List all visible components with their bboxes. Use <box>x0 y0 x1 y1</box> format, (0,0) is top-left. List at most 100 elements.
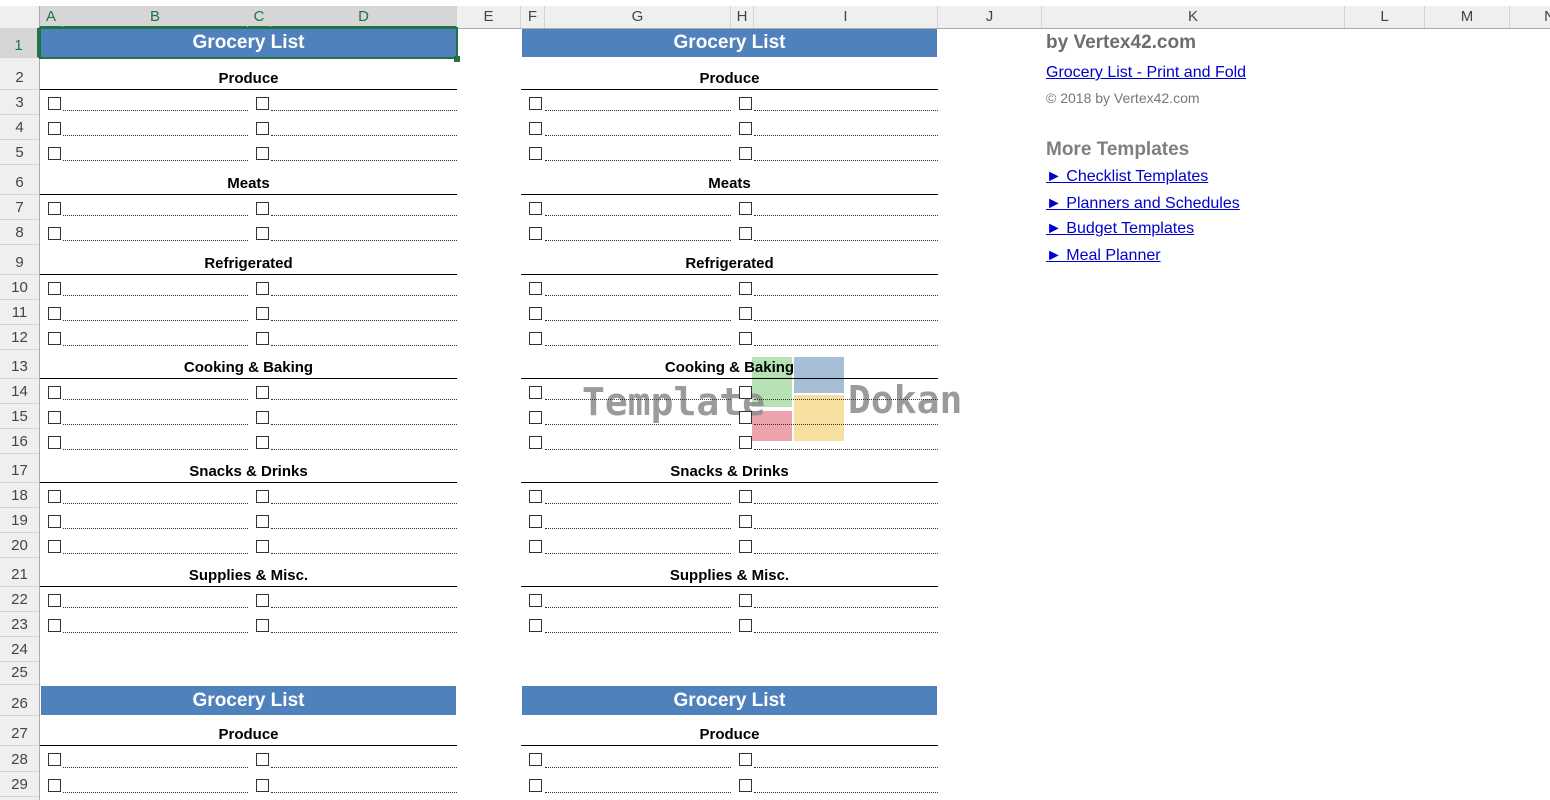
column-header-M[interactable]: M <box>1425 6 1510 28</box>
checkbox[interactable] <box>256 281 269 295</box>
checkbox[interactable] <box>529 306 542 320</box>
checkbox[interactable] <box>256 435 269 449</box>
checkbox[interactable] <box>256 593 269 607</box>
item-entry-line[interactable] <box>754 135 938 136</box>
item-entry-line[interactable] <box>271 792 457 793</box>
column-header-F[interactable]: F <box>521 6 545 28</box>
column-header-C[interactable]: C <box>248 6 271 28</box>
checkbox[interactable] <box>739 121 752 135</box>
item-entry-line[interactable] <box>545 632 731 633</box>
item-entry-line[interactable] <box>63 503 248 504</box>
item-entry-line[interactable] <box>63 240 248 241</box>
checkbox[interactable] <box>529 514 542 528</box>
item-entry-line[interactable] <box>545 607 731 608</box>
checkbox[interactable] <box>48 96 61 110</box>
column-header-E[interactable]: E <box>457 6 521 28</box>
item-entry-line[interactable] <box>63 110 248 111</box>
item-entry-line[interactable] <box>545 424 731 425</box>
checkbox[interactable] <box>739 385 752 399</box>
item-entry-line[interactable] <box>271 449 457 450</box>
column-header-J[interactable]: J <box>938 6 1042 28</box>
checkbox[interactable] <box>256 489 269 503</box>
row-header-11[interactable]: 11 <box>0 300 39 325</box>
row-header-21[interactable]: 21 <box>0 558 39 587</box>
item-entry-line[interactable] <box>63 399 248 400</box>
checkbox[interactable] <box>256 753 269 766</box>
item-entry-line[interactable] <box>754 345 938 346</box>
item-entry-line[interactable] <box>63 449 248 450</box>
checkbox[interactable] <box>529 593 542 607</box>
checkbox[interactable] <box>529 435 542 449</box>
checkbox[interactable] <box>256 201 269 215</box>
checkbox[interactable] <box>256 96 269 110</box>
checkbox[interactable] <box>256 121 269 135</box>
checkbox[interactable] <box>739 593 752 607</box>
item-entry-line[interactable] <box>545 160 731 161</box>
item-entry-line[interactable] <box>754 110 938 111</box>
checkbox[interactable] <box>529 489 542 503</box>
item-entry-line[interactable] <box>63 320 248 321</box>
item-entry-line[interactable] <box>754 424 938 425</box>
row-header-26[interactable]: 26 <box>0 685 39 716</box>
row-header-2[interactable]: 2 <box>0 58 39 90</box>
checkbox[interactable] <box>739 281 752 295</box>
item-entry-line[interactable] <box>271 503 457 504</box>
row-header-5[interactable]: 5 <box>0 140 39 165</box>
checkbox[interactable] <box>256 410 269 424</box>
column-header-H[interactable]: H <box>731 6 754 28</box>
item-entry-line[interactable] <box>271 320 457 321</box>
item-entry-line[interactable] <box>545 320 731 321</box>
column-header-D[interactable]: D <box>271 6 457 28</box>
column-header-L[interactable]: L <box>1345 6 1425 28</box>
item-entry-line[interactable] <box>545 449 731 450</box>
checkbox[interactable] <box>529 410 542 424</box>
checkbox[interactable] <box>739 618 752 632</box>
item-entry-line[interactable] <box>545 767 731 768</box>
checkbox[interactable] <box>739 226 752 240</box>
template-link-4[interactable]: ► Meal Planner <box>1046 247 1161 265</box>
item-entry-line[interactable] <box>271 424 457 425</box>
row-header-27[interactable]: 27 <box>0 716 39 746</box>
checkbox[interactable] <box>48 410 61 424</box>
row-header-10[interactable]: 10 <box>0 275 39 300</box>
row-header-7[interactable]: 7 <box>0 195 39 220</box>
row-header-14[interactable]: 14 <box>0 379 39 404</box>
row-header-15[interactable]: 15 <box>0 404 39 429</box>
checkbox[interactable] <box>529 331 542 345</box>
checkbox[interactable] <box>256 778 269 792</box>
checkbox[interactable] <box>739 201 752 215</box>
checkbox[interactable] <box>48 385 61 399</box>
row-header-13[interactable]: 13 <box>0 350 39 379</box>
item-entry-line[interactable] <box>754 632 938 633</box>
item-entry-line[interactable] <box>63 345 248 346</box>
item-entry-line[interactable] <box>271 295 457 296</box>
row-header-8[interactable]: 8 <box>0 220 39 245</box>
checkbox[interactable] <box>48 539 61 553</box>
row-header-17[interactable]: 17 <box>0 454 39 483</box>
checkbox[interactable] <box>256 514 269 528</box>
checkbox[interactable] <box>739 306 752 320</box>
item-entry-line[interactable] <box>754 607 938 608</box>
item-entry-line[interactable] <box>754 160 938 161</box>
checkbox[interactable] <box>739 96 752 110</box>
item-entry-line[interactable] <box>754 528 938 529</box>
checkbox[interactable] <box>48 593 61 607</box>
select-all-corner[interactable] <box>0 6 40 28</box>
checkbox[interactable] <box>48 201 61 215</box>
row-header-6[interactable]: 6 <box>0 165 39 195</box>
checkbox[interactable] <box>739 539 752 553</box>
item-entry-line[interactable] <box>754 320 938 321</box>
checkbox[interactable] <box>48 121 61 135</box>
item-entry-line[interactable] <box>545 399 731 400</box>
item-entry-line[interactable] <box>63 607 248 608</box>
checkbox[interactable] <box>48 489 61 503</box>
template-link-2[interactable]: ► Planners and Schedules <box>1046 195 1240 213</box>
checkbox[interactable] <box>739 489 752 503</box>
checkbox[interactable] <box>256 306 269 320</box>
item-entry-line[interactable] <box>63 424 248 425</box>
row-header-24[interactable]: 24 <box>0 637 39 662</box>
item-entry-line[interactable] <box>63 553 248 554</box>
column-header-K[interactable]: K <box>1042 6 1345 28</box>
item-entry-line[interactable] <box>271 767 457 768</box>
checkbox[interactable] <box>739 753 752 766</box>
